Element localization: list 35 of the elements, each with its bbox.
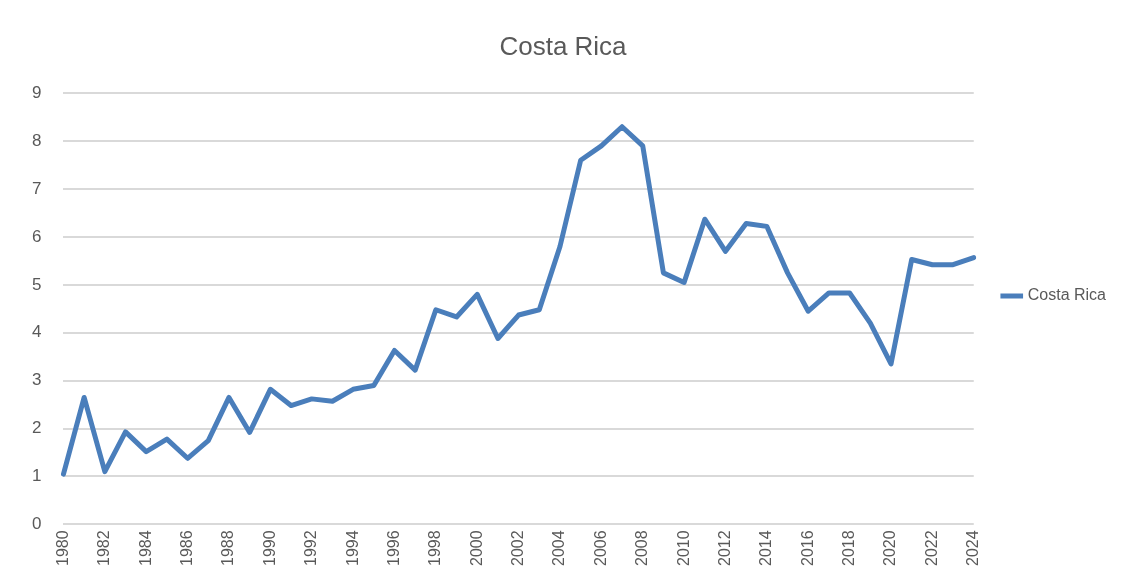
x-tick-label: 2024: [964, 530, 982, 566]
x-tick-label: 1988: [219, 530, 237, 566]
y-tick-label: 2: [31, 418, 42, 438]
legend-label: Costa Rica: [1027, 286, 1107, 304]
x-tick-label: 1986: [177, 530, 195, 566]
chart-title: Costa Rica: [499, 30, 628, 61]
x-tick-label: 2020: [881, 530, 899, 566]
x-tick-label: 1980: [53, 530, 71, 566]
y-tick-label: 1: [31, 466, 42, 486]
x-tick-label: 2000: [467, 530, 485, 566]
y-tick-label: 8: [31, 130, 42, 150]
x-tick-label: 2022: [922, 530, 940, 566]
x-tick-label: 2008: [633, 530, 651, 566]
y-tick-label: 0: [31, 514, 42, 534]
y-tick-label: 9: [31, 82, 42, 102]
y-tick-label: 7: [31, 178, 42, 198]
x-tick-label: 2002: [509, 530, 527, 566]
y-tick-label: 6: [31, 226, 42, 246]
x-tick-label: 1994: [343, 530, 361, 566]
y-tick-label: 3: [31, 370, 42, 390]
y-tick-label: 5: [31, 274, 42, 294]
x-tick-label: 1982: [95, 530, 113, 566]
y-tick-label: 4: [31, 322, 42, 342]
x-tick-label: 2016: [798, 530, 816, 566]
x-tick-label: 2010: [674, 530, 692, 566]
x-tick-label: 2012: [715, 530, 733, 566]
x-tick-label: 1998: [426, 530, 444, 566]
x-tick-label: 1984: [136, 530, 154, 566]
x-tick-label: 1992: [302, 530, 320, 566]
x-tick-label: 2018: [840, 530, 858, 566]
x-tick-label: 2004: [550, 530, 568, 566]
x-tick-label: 1990: [260, 530, 278, 566]
x-tick-label: 2006: [591, 530, 609, 566]
x-tick-label: 1996: [384, 530, 402, 566]
x-tick-label: 2014: [757, 530, 775, 566]
